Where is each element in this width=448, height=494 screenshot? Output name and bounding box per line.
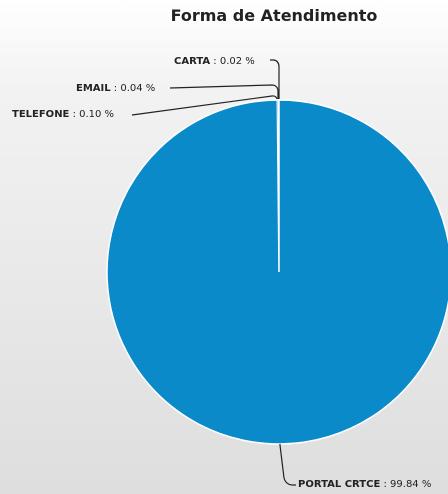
data-label-portal-crtce: PORTAL CRTCE : 99.84 % [298,479,431,490]
data-label-value: : 0.02 % [210,56,255,67]
connector-portal-crtce [279,443,296,486]
chart-title: Forma de Atendimento [170,6,378,25]
data-label-carta: CARTA : 0.02 % [174,56,255,67]
connector-carta [270,59,280,99]
data-label-name: CARTA [174,56,210,67]
connector-email [169,84,279,99]
data-label-email: EMAIL : 0.04 % [76,83,155,94]
data-label-name: PORTAL CRTCE [298,479,380,490]
connector-telefone [131,95,278,116]
data-label-name: TELEFONE [12,109,70,120]
data-label-telefone: TELEFONE : 0.10 % [12,109,114,120]
data-label-value: : 0.10 % [69,109,114,120]
pie-slice-portal-crtce[interactable] [106,99,448,445]
data-label-name: EMAIL [76,83,111,94]
data-label-value: : 0.04 % [111,83,156,94]
data-label-value: : 99.84 % [380,479,431,490]
